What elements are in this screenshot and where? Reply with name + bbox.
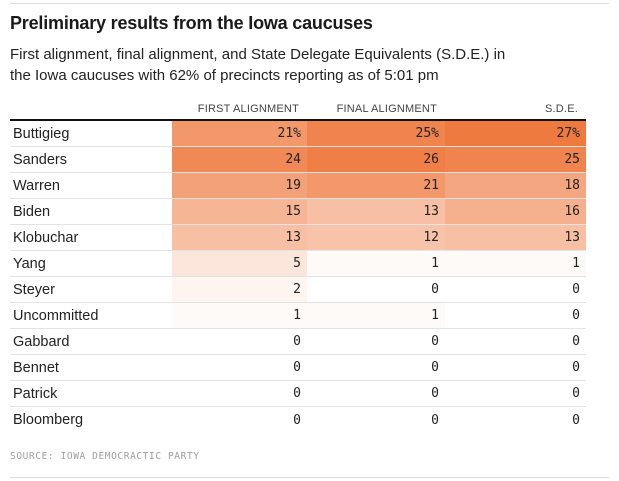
value-cell: 19	[172, 173, 307, 198]
value-cell: 13	[445, 225, 586, 250]
value-cell: 0	[445, 355, 586, 380]
value-cell: 1	[307, 303, 445, 328]
candidate-name: Sanders	[13, 151, 68, 168]
page-subtitle: First alignment, final alignment, and St…	[10, 44, 505, 86]
table-row: Yang 5 1 1	[10, 251, 586, 277]
value-cell: 0	[307, 329, 445, 354]
value-cell: 0	[445, 381, 586, 406]
value-cell: 25	[445, 147, 586, 172]
candidate-name: Klobuchar	[13, 229, 79, 246]
table-row: Steyer 2 0 0	[10, 277, 586, 303]
value-cell: 16	[445, 199, 586, 224]
subtitle-line-2: the Iowa caucuses with 62% of precincts …	[10, 67, 439, 84]
value-cell: 0	[172, 407, 307, 433]
value-cell: 0	[307, 355, 445, 380]
value-cell: 21	[307, 173, 445, 198]
value-cell: 0	[307, 277, 445, 302]
value-cell: 0	[172, 381, 307, 406]
candidate-name: Warren	[13, 177, 60, 194]
table-row: Klobuchar 13 12 13	[10, 225, 586, 251]
candidate-name: Yang	[13, 255, 46, 272]
table-row: Uncommitted 1 1 0	[10, 303, 586, 329]
candidate-name: Steyer	[13, 281, 55, 298]
column-header-final-alignment: FINAL ALIGNMENT	[336, 103, 437, 115]
value-cell: 1	[445, 251, 586, 276]
candidate-name: Buttigieg	[13, 125, 70, 142]
candidate-name: Patrick	[13, 385, 58, 402]
candidate-name: Bennet	[13, 359, 59, 376]
value-cell: 5	[172, 251, 307, 276]
source-credit: SOURCE: IOWA DEMOCRACTIC PARTY	[10, 451, 200, 462]
value-cell: 26	[307, 147, 445, 172]
table-row: Bennet 0 0 0	[10, 355, 586, 381]
candidate-name: Bloomberg	[13, 412, 84, 428]
value-cell: 0	[445, 329, 586, 354]
table-row: Gabbard 0 0 0	[10, 329, 586, 355]
page-title: Preliminary results from the Iowa caucus…	[10, 13, 373, 33]
value-cell: 12	[307, 225, 445, 250]
value-cell: 13	[172, 225, 307, 250]
candidate-name: Gabbard	[13, 333, 70, 350]
table-row: Sanders 24 26 25	[10, 147, 586, 173]
value-cell: 0	[172, 355, 307, 380]
value-cell: 0	[172, 329, 307, 354]
bottom-divider	[10, 477, 609, 478]
table-row: Biden 15 13 16	[10, 199, 586, 225]
table-body: Buttigieg 21% 25% 27% Sanders 24 26 25 Warren 19 2…	[10, 121, 586, 433]
results-table: FIRST ALIGNMENT FINAL ALIGNMENT S.D.E. B…	[10, 103, 586, 433]
table-header-row: FIRST ALIGNMENT FINAL ALIGNMENT S.D.E.	[10, 103, 586, 121]
column-header-sde: S.D.E.	[545, 103, 578, 115]
table-row: Patrick 0 0 0	[10, 381, 586, 407]
top-divider	[10, 3, 609, 4]
value-cell: 15	[172, 199, 307, 224]
candidate-name: Uncommitted	[13, 307, 99, 324]
value-cell: 1	[307, 251, 445, 276]
value-cell: 0	[307, 407, 445, 433]
value-cell: 0	[445, 277, 586, 302]
value-cell: 27%	[445, 121, 586, 146]
subtitle-line-1: First alignment, final alignment, and St…	[10, 46, 506, 63]
value-cell: 18	[445, 173, 586, 198]
value-cell: 0	[445, 303, 586, 328]
value-cell: 0	[445, 407, 586, 433]
table-row: Buttigieg 21% 25% 27%	[10, 121, 586, 147]
table-row: Bloomberg 0 0 0	[10, 407, 586, 433]
value-cell: 0	[307, 381, 445, 406]
column-header-first-alignment: FIRST ALIGNMENT	[197, 103, 299, 115]
value-cell: 1	[172, 303, 307, 328]
candidate-name: Biden	[13, 203, 51, 220]
value-cell: 24	[172, 147, 307, 172]
value-cell: 25%	[307, 121, 445, 146]
table-row: Warren 19 21 18	[10, 173, 586, 199]
value-cell: 13	[307, 199, 445, 224]
value-cell: 21%	[172, 121, 307, 146]
value-cell: 2	[172, 277, 307, 302]
